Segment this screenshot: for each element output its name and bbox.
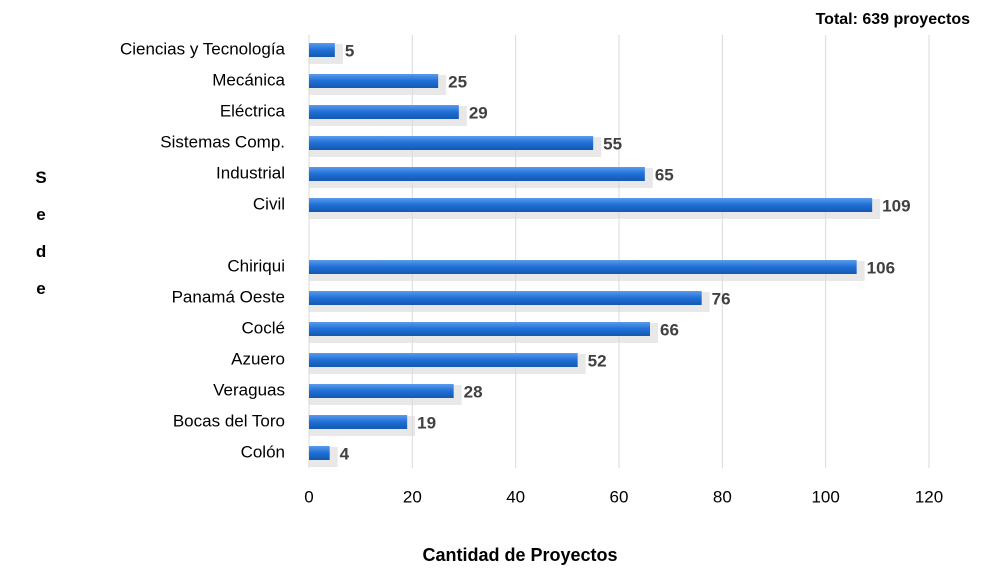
data-label: 28 [464,382,483,401]
bar [309,136,594,150]
data-label: 76 [712,289,731,308]
bar [309,291,702,305]
bar [309,415,408,429]
bar [309,353,578,367]
y-tick-label: Panamá Oeste [172,287,285,306]
bar [309,322,650,336]
y-tick-label: Ciencias y Tecnología [120,39,286,58]
data-label: 106 [867,258,895,277]
bar [309,43,335,57]
data-label: 66 [660,320,679,339]
x-tick-label: 60 [610,487,629,506]
y-tick-label: Mecánica [212,70,285,89]
y-tick-label: Industrial [216,163,285,182]
data-label: 65 [655,165,674,184]
data-label: 52 [588,351,607,370]
y-tick-label: Colón [241,442,285,461]
bar [309,167,645,181]
bar [309,260,857,274]
bar [309,105,459,119]
x-axis-title: Cantidad de Proyectos [422,545,617,565]
x-tick-label: 100 [811,487,839,506]
chart-title: Total: 639 proyectos [816,11,971,28]
bar [309,384,454,398]
x-tick-label: 80 [713,487,732,506]
data-label: 55 [603,134,622,153]
x-tick-label: 0 [304,487,313,506]
data-label: 25 [448,72,467,91]
y-tick-label: Chiriqui [227,256,285,275]
y-tick-label: Coclé [242,318,285,337]
x-tick-label: 20 [403,487,422,506]
data-label: 5 [345,41,354,60]
x-tick-label: 40 [506,487,525,506]
y-tick-label: Azuero [231,349,285,368]
y-axis-title: Sede [32,168,51,316]
y-tick-label: Civil [253,194,285,213]
data-label: 29 [469,103,488,122]
bar [309,446,330,460]
bar [309,74,439,88]
data-label: 4 [340,444,350,463]
y-tick-label: Bocas del Toro [173,411,285,430]
x-tick-label: 120 [915,487,943,506]
data-label: 109 [882,196,910,215]
y-tick-label: Eléctrica [220,101,286,120]
data-label: 19 [417,413,436,432]
bar [309,198,873,212]
y-tick-label: Sistemas Comp. [160,132,285,151]
y-tick-label: Veraguas [213,380,285,399]
